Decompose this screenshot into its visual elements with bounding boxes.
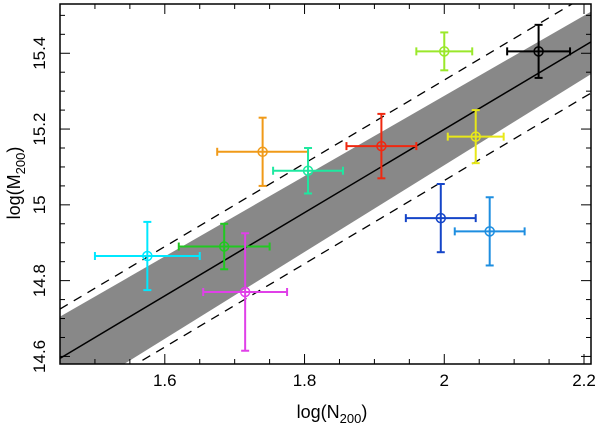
y-tick-label: 14.8 [30,264,49,297]
point-marker [376,140,387,152]
data-point [216,116,310,187]
data-point [93,220,201,292]
x-tick-label: 1.8 [293,371,317,390]
data-point [506,23,572,79]
x-tick-label: 1.6 [153,371,177,390]
upper-scatter-line [60,4,574,310]
point-marker [484,226,495,237]
x-tick-label: 2.2 [572,371,596,390]
point-marker [439,46,450,57]
x-axis-label: log(N200) [297,402,368,426]
data-point [446,109,505,165]
lower-scatter-line [135,92,591,364]
plot-frame [59,3,592,365]
data-point [202,232,289,352]
data-point [404,183,477,254]
point-marker [239,286,251,298]
x-axis-label-close: ) [361,402,367,422]
data-point [177,222,271,271]
fit-line [60,41,591,359]
data-point [453,196,526,267]
data-point [415,31,474,72]
confidence-band [60,11,591,364]
y-tick-label: 15.2 [30,113,49,146]
data-points [93,23,572,352]
y-axis-label: log(M200) [4,147,28,220]
y-tick-label: 15 [30,195,49,214]
y-tick-label: 14.6 [30,340,49,373]
y-axis-label-main: log(M [4,174,24,219]
point-marker [435,212,447,224]
axis-ticks: 1.6 1.8 2 2.2 14.6 14.8 15 15.2 15.4 [30,4,596,390]
plot-area [60,4,591,364]
y-axis-label-close: ) [4,147,24,153]
y-axis-label-sub: 200 [13,153,28,175]
point-marker [257,146,268,158]
x-tick-label: 2 [440,371,449,390]
point-marker [302,165,314,176]
x-axis-label-main: log(N [297,402,340,422]
point-marker [470,131,481,142]
y-tick-label: 15.4 [30,37,49,70]
point-marker [533,46,544,57]
point-marker [218,241,230,252]
data-point [272,147,344,195]
point-marker [142,250,153,262]
data-point [345,112,418,180]
x-axis-label-sub: 200 [340,411,362,426]
